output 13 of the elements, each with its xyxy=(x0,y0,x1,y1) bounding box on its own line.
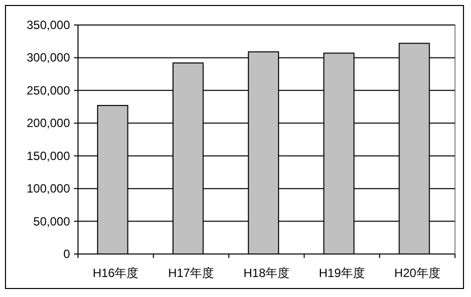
x-tick-label: H20年度 xyxy=(394,266,440,280)
y-tick-label: 100,000 xyxy=(26,182,70,196)
y-tick-label: 200,000 xyxy=(26,116,70,130)
y-tick-label: 50,000 xyxy=(33,214,70,228)
y-tick-label: 300,000 xyxy=(26,50,70,65)
y-tick-label: 250,000 xyxy=(26,83,70,98)
x-tick-label: H19年度 xyxy=(318,266,365,280)
y-tick-label: 350,000 xyxy=(26,18,70,32)
y-tick-label: 150,000 xyxy=(26,148,70,163)
y-tick-label: 0 xyxy=(63,247,70,261)
x-tick-label: H18年度 xyxy=(243,266,290,280)
x-tick-label: H17年度 xyxy=(168,266,214,280)
x-tick-label: H16年度 xyxy=(92,266,139,280)
